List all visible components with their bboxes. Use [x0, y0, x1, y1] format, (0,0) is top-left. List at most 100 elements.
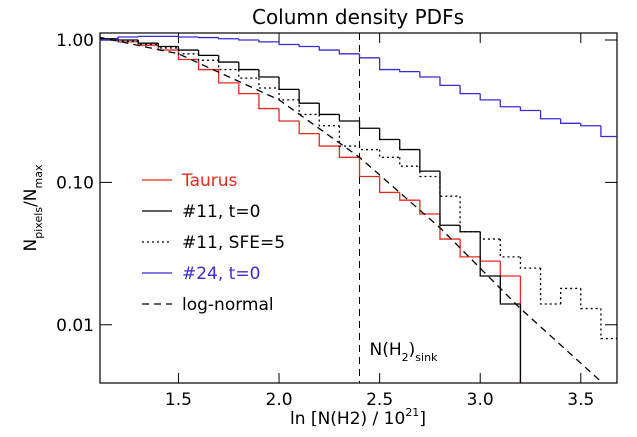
histogram-step — [419, 200, 440, 215]
histogram-step — [439, 171, 461, 226]
legend-label: log-normal — [182, 295, 274, 315]
histogram-step — [298, 99, 320, 116]
histogram-step — [137, 35, 159, 38]
y-axis-label: Npixels/Nmax — [21, 164, 45, 251]
histogram-step — [100, 39, 119, 41]
y-tick-label: 1.00 — [56, 31, 94, 51]
histogram-step — [177, 36, 199, 38]
plot-frame — [99, 32, 618, 384]
y-label-part: pixels — [32, 207, 45, 239]
histogram-step — [197, 59, 219, 71]
histogram-step — [238, 69, 259, 79]
histogram-step — [459, 196, 481, 233]
histogram-step — [117, 38, 139, 41]
histogram-step — [177, 46, 199, 51]
histogram-step — [358, 120, 380, 129]
histogram-step — [399, 192, 420, 201]
y-tick-label: 0.01 — [56, 316, 94, 336]
histogram-step — [560, 287, 581, 304]
histogram-step — [218, 37, 239, 40]
histogram-step — [519, 256, 541, 269]
histogram-step — [338, 114, 360, 122]
histogram-step — [499, 99, 521, 108]
histogram-step — [459, 239, 481, 258]
histogram-step — [238, 62, 259, 71]
histogram-step — [258, 93, 280, 110]
histogram-step — [318, 114, 340, 127]
histogram-step — [378, 57, 400, 71]
histogram-step — [218, 55, 239, 63]
histogram-step — [419, 166, 440, 178]
x-label-part: ] — [419, 409, 426, 429]
histogram-step — [238, 38, 259, 41]
histogram-step — [419, 149, 440, 172]
x-label-part: 21 — [405, 406, 419, 419]
x-tick-label: 3.5 — [567, 390, 594, 410]
sink-label-part: 2 — [402, 351, 409, 364]
histogram-step — [600, 125, 617, 138]
legend-label: #11, t=0 — [182, 202, 260, 222]
histogram-step — [298, 44, 320, 48]
histogram-step — [499, 261, 521, 277]
histogram-step — [258, 78, 280, 89]
histogram-step — [338, 125, 360, 147]
histogram-step — [378, 176, 400, 194]
histogram-step — [197, 50, 219, 57]
histogram-step — [519, 106, 541, 112]
histogram-step — [439, 213, 461, 240]
legend-label: #24, t=0 — [182, 264, 260, 284]
histogram-step — [218, 69, 239, 84]
histogram-step — [459, 225, 481, 233]
x-axis-label: ln [N(H2) / 1021] — [290, 406, 426, 429]
histogram-step — [100, 39, 119, 41]
legend-label: #11, SFE=5 — [182, 233, 285, 253]
chart-title: Column density PDFs — [252, 5, 464, 29]
histogram-step — [378, 128, 400, 141]
histogram-step — [499, 276, 521, 305]
histogram-step — [358, 146, 380, 151]
histogram-step — [399, 139, 420, 151]
histogram-step — [600, 308, 617, 340]
histogram-step — [100, 39, 119, 41]
histogram-step — [318, 46, 340, 51]
histogram-step — [399, 157, 420, 167]
sink-label-part: N(H — [370, 340, 402, 360]
histogram-step — [539, 268, 561, 305]
histogram-step — [137, 41, 159, 46]
histogram-step — [439, 176, 461, 197]
histogram-step — [278, 108, 300, 122]
y-label-part: N — [21, 239, 41, 252]
histogram-step — [278, 41, 300, 46]
histogram-step — [399, 69, 420, 73]
histogram-step — [439, 76, 461, 87]
histogram-step — [479, 93, 501, 101]
histogram-step — [318, 103, 340, 116]
histogram-step — [177, 47, 199, 55]
histogram-step — [100, 38, 119, 40]
histogram-step — [258, 69, 280, 78]
x-tick-label: 3.0 — [467, 390, 494, 410]
plot-area — [100, 33, 617, 383]
histogram-step — [258, 40, 280, 43]
histogram-step — [197, 36, 219, 39]
x-tick-label: 1.5 — [165, 390, 192, 410]
histogram-step — [117, 36, 139, 41]
y-label-part: /N — [21, 189, 41, 207]
histogram-step — [278, 76, 300, 91]
histogram-step — [338, 146, 360, 158]
histogram-step — [157, 44, 179, 49]
histogram-step — [318, 133, 340, 147]
x-tick-label: 2.0 — [266, 390, 293, 410]
histogram-step — [358, 157, 380, 178]
histogram-step — [580, 123, 601, 127]
histogram-step — [338, 50, 360, 55]
histogram-step — [197, 53, 219, 61]
histogram-step — [419, 71, 440, 78]
y-label-part: max — [32, 164, 45, 188]
histogram-step — [479, 231, 501, 277]
histogram-step — [459, 85, 481, 95]
sink-label-part: ) — [409, 340, 416, 360]
histogram-step — [137, 40, 159, 44]
histogram-step — [238, 82, 259, 95]
